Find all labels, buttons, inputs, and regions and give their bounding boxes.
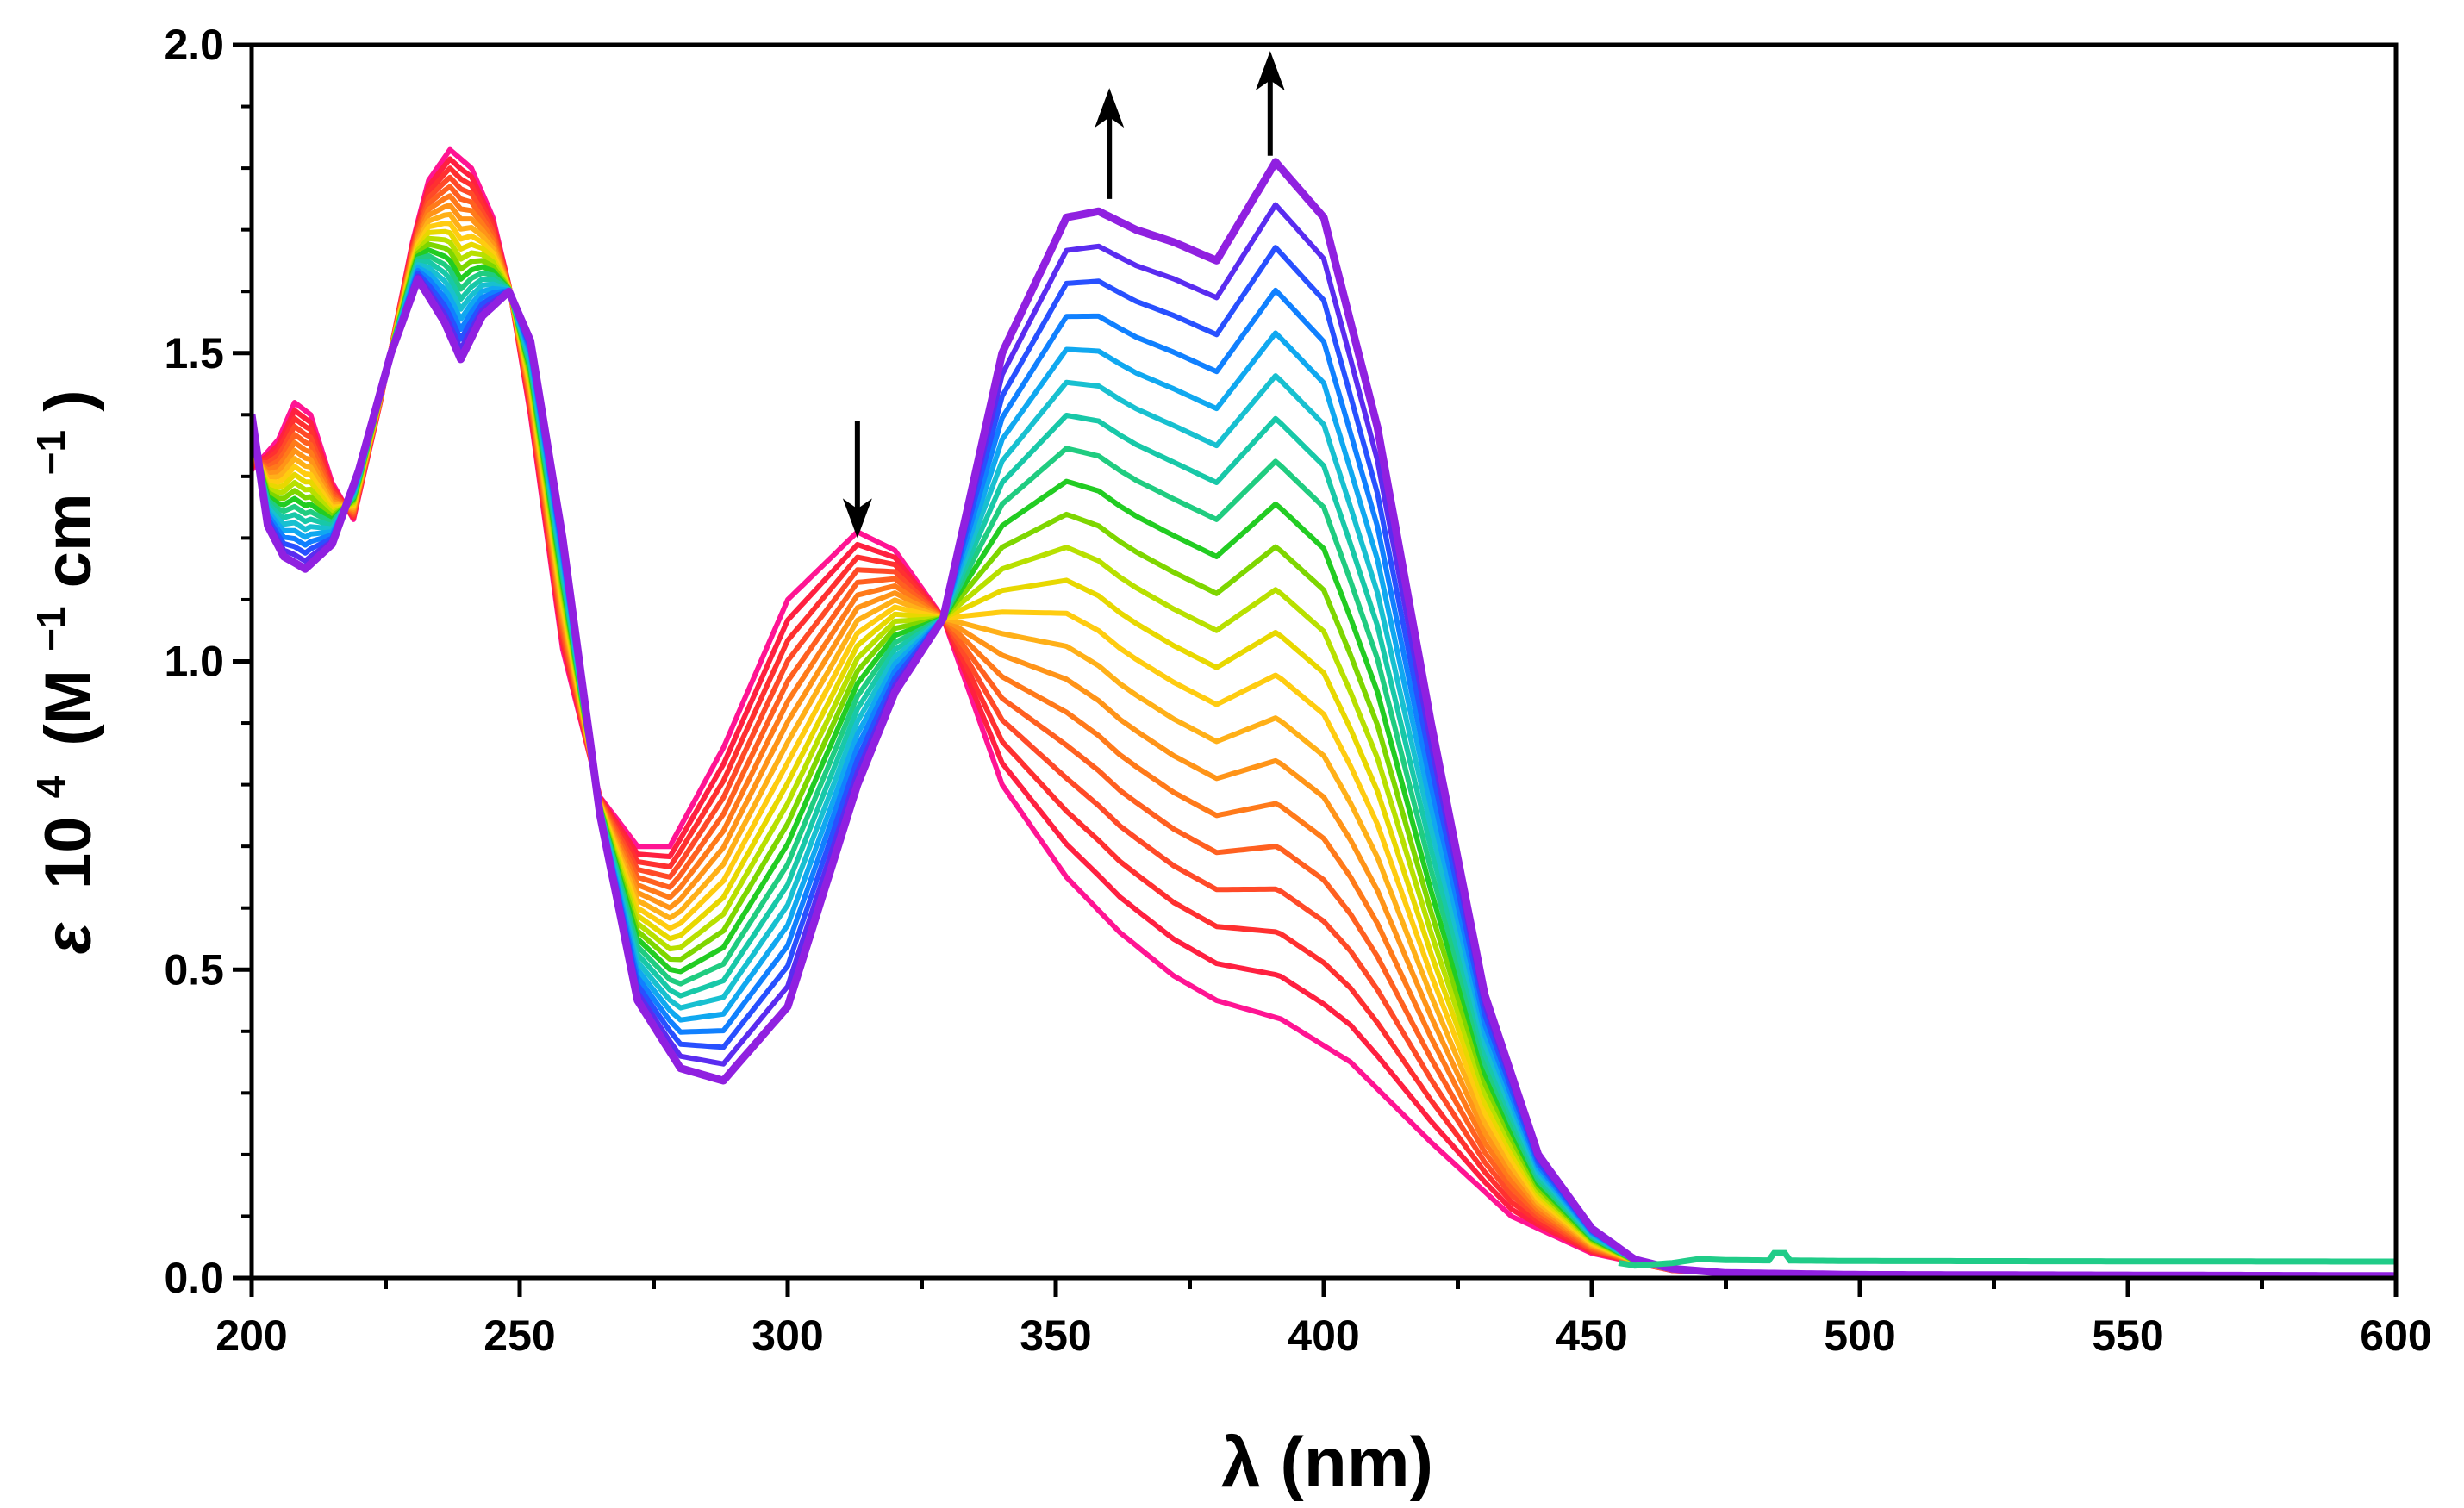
spectrum-series-21 xyxy=(252,158,2396,1278)
annotation-arrows xyxy=(842,51,1285,539)
y-axis-units-mid: cm xyxy=(32,493,105,588)
y-axis-exp-1: −1 xyxy=(28,606,73,651)
y-axis-units-suffix: ) xyxy=(32,389,105,411)
baseline-outlier-layer xyxy=(1618,1249,2396,1269)
arrow-up-icon xyxy=(1095,88,1125,199)
y-tick-label: 0.0 xyxy=(164,1254,224,1302)
spectrum-series-16 xyxy=(252,262,2396,1278)
x-tick-label: 450 xyxy=(1556,1312,1627,1360)
x-axis-title: λ (nm) xyxy=(1221,1424,1433,1502)
spectra-series xyxy=(252,146,2396,1278)
y-axis-units-prefix: (M xyxy=(32,670,105,746)
spectrum-series-3 xyxy=(252,165,2396,1278)
spectrum-series-19 xyxy=(252,245,2396,1278)
y-axis-exp-2: −1 xyxy=(28,430,73,475)
x-tick-label: 550 xyxy=(2092,1312,2163,1360)
y-tick-label: 0.5 xyxy=(164,945,224,994)
arrow-up-icon xyxy=(1255,51,1285,156)
spectrum-series-17 xyxy=(252,265,2396,1278)
y-axis-title: ε 10 4 (M −1 cm −1 ) xyxy=(6,389,105,954)
x-tick-label: 600 xyxy=(2360,1312,2431,1360)
spectrum-series-15 xyxy=(252,259,2396,1278)
y-axis-symbol: ε xyxy=(32,922,105,955)
x-tick-label: 300 xyxy=(752,1312,823,1360)
x-tick-label: 200 xyxy=(215,1312,287,1360)
baseline-outlier-series xyxy=(1618,1249,2396,1269)
x-tick-label: 350 xyxy=(1020,1312,1091,1360)
x-axis: 200 250 300 350 400 450 500 550 600 xyxy=(215,1278,2432,1360)
spectrum-series-7 xyxy=(252,203,2396,1278)
spectrum-series-8 xyxy=(252,211,2396,1278)
x-tick-label: 400 xyxy=(1288,1312,1359,1360)
arrow-down-icon xyxy=(842,421,872,539)
y-tick-label: 1.0 xyxy=(164,638,224,686)
y-axis-scale: 10 xyxy=(32,816,105,889)
y-tick-label: 1.5 xyxy=(164,329,224,377)
spectrum-series-13 xyxy=(252,247,2396,1278)
x-axis-units: (nm) xyxy=(1280,1424,1433,1502)
spectrum-series-14 xyxy=(252,252,2396,1278)
y-axis: 0.0 0.5 1.0 1.5 2.0 xyxy=(164,21,252,1302)
x-tick-label: 250 xyxy=(483,1312,555,1360)
y-axis-scale-exp: 4 xyxy=(28,776,73,798)
spectrum-series-6 xyxy=(252,193,2396,1278)
spectrum-series-20 xyxy=(252,202,2396,1278)
x-tick-label: 500 xyxy=(1824,1312,1895,1360)
x-axis-symbol: λ xyxy=(1221,1424,1261,1502)
y-tick-label: 2.0 xyxy=(164,21,224,69)
